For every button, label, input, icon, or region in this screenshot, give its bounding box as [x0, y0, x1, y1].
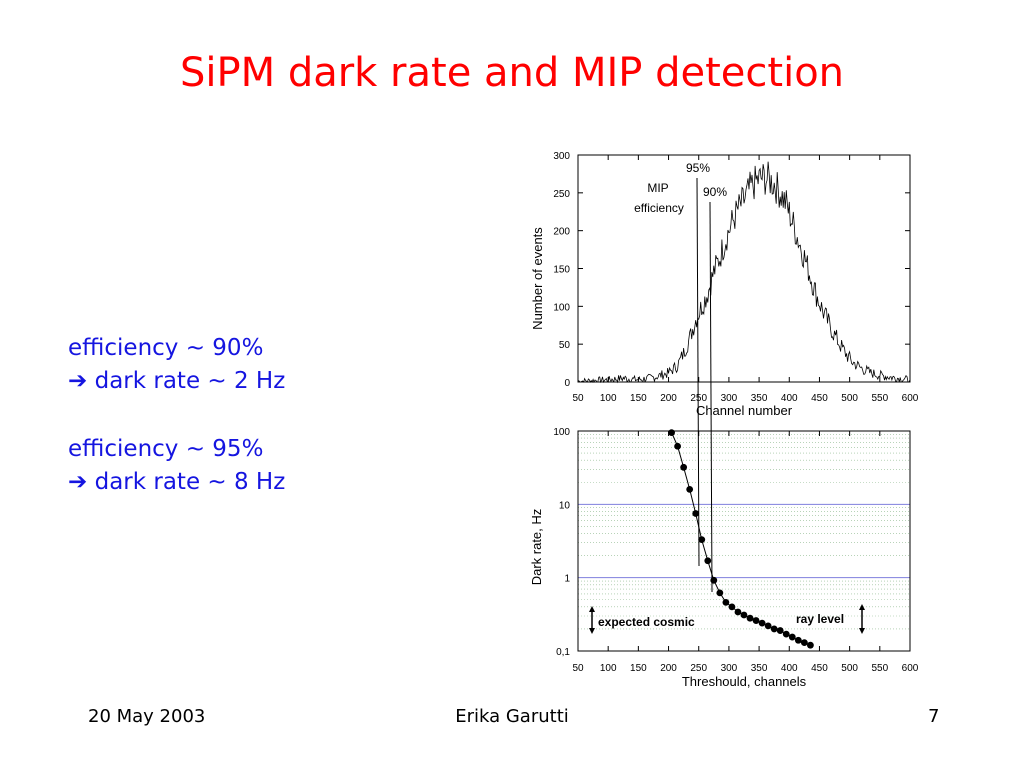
histogram-y-tick-label: 200 — [553, 227, 570, 238]
annotation-efficiency: efficiency — [634, 201, 684, 215]
dark-rate-x-tick-label: 150 — [630, 663, 647, 674]
dark-rate-point — [740, 611, 748, 619]
histogram-x-axis-label: Channel number — [696, 403, 793, 418]
annotation-mip: MIP — [647, 181, 668, 195]
bullet-efficiency-90: efficiency ~ 90% — [68, 335, 264, 361]
dark-rate-point — [788, 633, 796, 641]
annotation-expected-cosmic: expected cosmic — [598, 615, 695, 629]
dark-rate-point — [800, 639, 808, 647]
cosmic-arrow-right-head — [859, 628, 865, 634]
cosmic-arrow-right-head — [859, 604, 865, 610]
dark-rate-chart: 50 100 150 200 250 300 350 400 450 500 550 600 0,1 1 1… — [529, 427, 919, 689]
dark-rate-x-tick-label: 200 — [660, 663, 677, 674]
annotation-ray-level: ray level — [796, 612, 844, 626]
arrow-right-icon: ➔ — [68, 368, 88, 394]
histogram-x-tick-label: 250 — [690, 393, 707, 404]
dark-rate-point — [734, 608, 742, 616]
dark-rate-y-tick-label: 1 — [564, 574, 570, 585]
arrow-right-icon: ➔ — [68, 469, 88, 495]
dark-rate-y-axis-label: Dark rate, Hz — [529, 509, 544, 586]
dark-rate-point — [794, 636, 802, 644]
dark-rate-x-tick-label: 300 — [721, 663, 738, 674]
dark-rate-point — [782, 630, 790, 638]
cosmic-arrow-left-head — [589, 628, 595, 634]
dark-rate-point — [746, 614, 754, 622]
histogram-x-tick-label: 50 — [572, 393, 584, 404]
histogram-x-tick-label: 350 — [751, 393, 768, 404]
dark-rate-point — [674, 442, 681, 450]
histogram-x-tick-label: 300 — [721, 393, 738, 404]
dark-rate-point — [764, 622, 772, 630]
histogram-x-tick-label: 550 — [871, 393, 888, 404]
bullet-darkrate-8hz: ➔ dark rate ~ 8 Hz — [68, 466, 285, 499]
histogram-y-tick-label: 300 — [553, 151, 570, 162]
dark-rate-point — [807, 641, 814, 649]
dark-rate-x-tick-label: 500 — [841, 663, 858, 674]
dark-rate-x-tick-label: 450 — [811, 663, 828, 674]
dark-rate-point — [686, 485, 694, 493]
cosmic-arrow-left-head — [589, 606, 595, 612]
histogram-series-line — [577, 161, 911, 384]
dark-rate-point — [680, 463, 688, 471]
dark-rate-frame — [577, 430, 911, 652]
dark-rate-point — [752, 617, 760, 624]
dark-rate-point — [770, 625, 778, 633]
histogram-y-tick-label: 150 — [553, 265, 570, 276]
dark-rate-point — [716, 589, 724, 597]
histogram-y-tick-label: 0 — [564, 378, 570, 389]
dark-rate-y-tick-label: 0,1 — [556, 647, 570, 658]
histogram-y-tick-label: 50 — [559, 340, 571, 351]
histogram-x-tick-label: 600 — [902, 393, 919, 404]
dark-rate-point — [722, 598, 730, 606]
dark-rate-y-tick-label: 100 — [553, 427, 570, 438]
bullet-efficiency-95: efficiency ~ 95% — [68, 436, 264, 462]
histogram-y-tick-label: 250 — [553, 189, 570, 200]
threshold-95-line — [696, 177, 700, 567]
dark-rate-point — [668, 429, 675, 437]
dark-rate-x-tick-label: 100 — [600, 663, 617, 674]
histogram-chart: 50 100 150 200 250 300 350 400 450 500 550 60005010… — [530, 151, 919, 418]
bullet-list: efficiency ~ 90% ➔ dark rate ~ 2 Hz effi… — [68, 332, 285, 499]
slide-title: SiPM dark rate and MIP detection — [179, 50, 845, 96]
dark-rate-x-tick-label: 600 — [902, 663, 919, 674]
dark-rate-y-tick-label: 10 — [559, 500, 571, 511]
dark-rate-point — [758, 619, 766, 627]
annotation-90-percent: 90% — [703, 185, 727, 199]
histogram-x-tick-label: 100 — [600, 393, 617, 404]
dark-rate-point — [704, 557, 712, 565]
dark-rate-point — [698, 536, 706, 544]
dark-rate-x-tick-label: 550 — [871, 663, 888, 674]
histogram-frame — [577, 154, 911, 383]
histogram-y-tick-label: 100 — [553, 302, 570, 313]
threshold-90-line — [709, 201, 713, 593]
dark-rate-x-tick-label: 400 — [781, 663, 798, 674]
footer-page-number: 7 — [928, 706, 940, 727]
dark-rate-point — [776, 627, 784, 634]
histogram-x-tick-label: 500 — [841, 393, 858, 404]
dark-rate-point — [728, 603, 736, 611]
histogram-x-tick-label: 400 — [781, 393, 798, 404]
bullet-darkrate-2hz: ➔ dark rate ~ 2 Hz — [68, 365, 285, 398]
histogram-y-axis-label: Number of events — [530, 227, 545, 330]
histogram-x-tick-label: 150 — [630, 393, 647, 404]
dark-rate-point — [692, 510, 700, 517]
bullet-darkrate-8hz-text: dark rate ~ 8 Hz — [94, 469, 286, 495]
dark-rate-x-axis-label: Threshould, channels — [682, 674, 807, 689]
footer-author: Erika Garutti — [455, 706, 569, 727]
dark-rate-x-tick-label: 250 — [690, 663, 707, 674]
dark-rate-x-tick-label: 350 — [751, 663, 768, 674]
dark-rate-x-tick-label: 50 — [572, 663, 584, 674]
histogram-x-tick-label: 200 — [660, 393, 677, 404]
footer-date: 20 May 2003 — [88, 706, 206, 727]
annotation-95-percent: 95% — [686, 161, 710, 175]
bullet-darkrate-2hz-text: dark rate ~ 2 Hz — [94, 368, 286, 394]
histogram-x-tick-label: 450 — [811, 393, 828, 404]
